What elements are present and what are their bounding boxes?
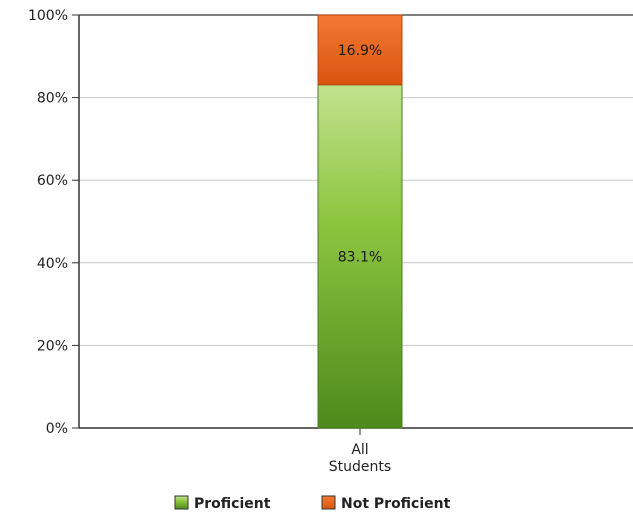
legend-swatch <box>321 495 336 510</box>
y-tick-label: 100% <box>28 8 68 24</box>
bars <box>317 14 403 429</box>
data-label: 16.9% <box>338 43 382 59</box>
y-tick-label: 80% <box>37 91 68 107</box>
data-label: 83.1% <box>338 249 382 265</box>
legend-label: Not Proficient <box>341 496 451 512</box>
bar-segment-not-proficient <box>317 14 403 86</box>
data-labels: 83.1% 16.9% <box>338 43 382 266</box>
y-tick-label: 60% <box>37 173 68 189</box>
legend-swatch <box>174 495 189 510</box>
bar-segment-proficient <box>317 84 403 429</box>
y-tick-label: 40% <box>37 256 68 272</box>
y-tick-label: 20% <box>37 338 68 354</box>
y-tick-label: 0% <box>46 421 68 437</box>
x-tick-label: All Students <box>329 442 391 475</box>
legend: Proficient Not Proficient <box>174 495 451 512</box>
legend-label: Proficient <box>194 496 271 512</box>
